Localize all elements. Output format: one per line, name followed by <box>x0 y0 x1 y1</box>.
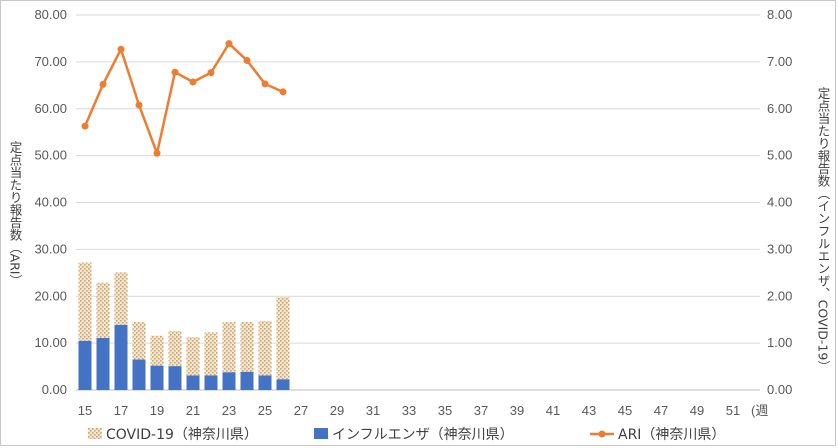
x-axis-tick-label: 39 <box>510 403 524 418</box>
x-axis-tick-label: 37 <box>474 403 488 418</box>
covid-bar <box>258 321 272 376</box>
left-axis-title: 定点当たり報告数（ARI） <box>8 140 23 287</box>
covid-bar <box>132 322 146 360</box>
bar-series <box>78 262 290 390</box>
covid-bar <box>222 322 236 373</box>
x-axis-tick-label: 17 <box>114 403 128 418</box>
covid-bar <box>78 262 92 341</box>
ari-point <box>117 45 125 53</box>
x-axis-ticks: 15 17 19 21 23 25 27 29 31 33 35 37 39 41 43 45 47 49 51 <box>78 403 740 418</box>
flu-bar <box>204 375 218 390</box>
x-axis-tick-label: 47 <box>654 403 668 418</box>
left-axis-tick-label: 50.00 <box>34 148 67 163</box>
x-axis-tick-label: 43 <box>582 403 596 418</box>
ari-point <box>189 78 197 86</box>
x-axis-tick-label: 45 <box>618 403 632 418</box>
ari-point <box>261 80 269 88</box>
right-axis-tick-label: 5.00 <box>767 148 792 163</box>
right-axis-tick-label: 0.00 <box>767 382 792 397</box>
legend-covid-swatch <box>88 428 102 439</box>
flu-bar <box>258 375 272 390</box>
ari-point <box>135 101 143 109</box>
ari-point <box>279 88 287 96</box>
x-axis-unit: (週 <box>751 403 768 418</box>
x-axis-tick-label: 33 <box>402 403 416 418</box>
x-axis-tick-label: 35 <box>438 403 452 418</box>
ari-point <box>207 69 215 77</box>
ari-point <box>99 80 107 88</box>
ari-line-series <box>81 40 287 157</box>
left-axis-tick-label: 60.00 <box>34 101 67 116</box>
right-axis-title: 定点当たり報告数（インフルエンザ、COVID-19） <box>816 86 831 373</box>
right-axis-ticks: 0.00 1.00 2.00 3.00 4.00 5.00 6.00 7.00 8.00 <box>767 7 792 397</box>
flu-bar <box>96 337 110 390</box>
legend-covid-label: COVID-19（神奈川県） <box>106 427 258 443</box>
left-axis-ticks: 0.00 10.00 20.00 30.00 40.00 50.00 60.00 70.00 8… <box>34 7 67 397</box>
left-axis-tick-label: 80.00 <box>34 7 67 22</box>
right-axis-tick-label: 6.00 <box>767 101 792 116</box>
legend-flu-swatch <box>314 428 328 439</box>
right-axis-tick-label: 7.00 <box>767 54 792 69</box>
covid-bar <box>114 272 128 325</box>
left-axis-tick-label: 10.00 <box>34 335 67 350</box>
right-axis-tick-label: 1.00 <box>767 335 792 350</box>
flu-bar <box>132 359 146 390</box>
x-axis-tick-label: 21 <box>186 403 200 418</box>
x-axis-tick-label: 25 <box>258 403 272 418</box>
flu-bar <box>276 379 290 390</box>
right-axis-tick-label: 4.00 <box>767 195 792 210</box>
left-axis-tick-label: 70.00 <box>34 54 67 69</box>
x-axis-tick-label: 51 <box>726 403 740 418</box>
flu-bar <box>240 371 254 390</box>
flu-bar <box>222 372 236 390</box>
left-axis-tick-label: 30.00 <box>34 241 67 256</box>
covid-bar <box>276 297 290 380</box>
ari-point <box>81 122 89 130</box>
flu-bar <box>150 365 164 390</box>
covid-bar <box>150 335 164 366</box>
covid-bar <box>168 330 182 367</box>
left-axis-tick-label: 20.00 <box>34 288 67 303</box>
ari-point <box>153 149 161 157</box>
right-axis-tick-label: 2.00 <box>767 288 792 303</box>
x-axis-tick-label: 41 <box>546 403 560 418</box>
legend-ari-label: ARI（神奈川県） <box>618 427 725 443</box>
covid-bar <box>240 322 254 372</box>
legend: COVID-19（神奈川県） インフルエンザ（神奈川県） ARI（神奈川県） <box>88 427 725 443</box>
legend-flu-label: インフルエンザ（神奈川県） <box>332 427 514 443</box>
ari-point <box>243 56 251 64</box>
right-axis-tick-label: 3.00 <box>767 241 792 256</box>
x-axis-tick-label: 29 <box>330 403 344 418</box>
x-axis-tick-label: 27 <box>294 403 308 418</box>
flu-bar <box>168 366 182 390</box>
x-axis-tick-label: 15 <box>78 403 92 418</box>
x-axis-tick-label: 49 <box>690 403 704 418</box>
covid-bar <box>186 337 200 376</box>
ari-line <box>83 42 284 155</box>
ari-point <box>171 68 179 76</box>
covid-bar <box>96 282 110 338</box>
x-axis-tick-label: 23 <box>222 403 236 418</box>
covid-bar <box>204 332 218 376</box>
left-axis-tick-label: 0.00 <box>42 382 67 397</box>
flu-bar <box>114 324 128 390</box>
flu-bar <box>186 375 200 390</box>
x-axis-tick-label: 19 <box>150 403 164 418</box>
right-axis-tick-label: 8.00 <box>767 7 792 22</box>
ari-point <box>225 40 233 48</box>
x-axis-tick-label: 31 <box>366 403 380 418</box>
left-axis-tick-label: 40.00 <box>34 195 67 210</box>
flu-bar <box>78 340 92 390</box>
legend-ari-marker <box>598 430 606 438</box>
